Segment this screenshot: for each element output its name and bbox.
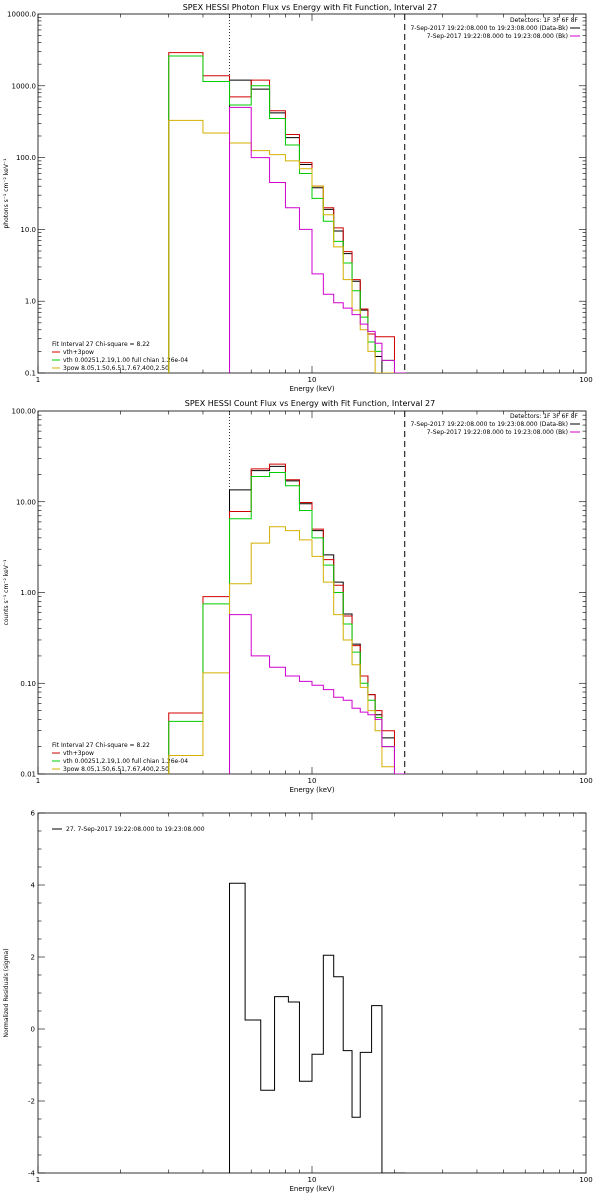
count-flux-panel: SPEX HESSI Count Flux vs Energy with Fit…	[3, 399, 593, 794]
photon-flux-title: SPEX HESSI Photon Flux vs Energy with Fi…	[183, 3, 438, 12]
background-interval: 7-Sep-2017 19:22:08.000 to 19:23:08.000 …	[427, 33, 568, 40]
photon-flux-series-4-step-line	[229, 106, 406, 373]
photon-flux-legend: Fit Interval 27 Chi-square = 8.22 vth+3p…	[52, 341, 188, 372]
photon-flux-y-tick-label: 1.0	[25, 298, 36, 306]
photon-flux-x-tick-label: 100	[579, 376, 592, 384]
count-flux-y-tick-label: 100.00	[12, 408, 37, 416]
count-flux-y-axis-label: counts s⁻¹ cm⁻² keV⁻¹	[3, 559, 10, 625]
count-flux-y-tick-label: 1.00	[20, 589, 36, 597]
legend-label-vth3pow: vth+3pow	[63, 349, 94, 356]
count-flux-series-4-step-line	[229, 614, 406, 774]
residuals-y-tick-label: 0	[31, 1026, 35, 1034]
count-flux-x-tick-label: 1	[36, 777, 40, 785]
photon-flux-info-box: Detectors: 1F 3F 6F 8F 7-Sep-2017 19:22:…	[410, 17, 580, 40]
residuals-legend: 27. 7-Sep-2017 19:22:08.000 to 19:23:08.…	[52, 826, 205, 833]
fit-info: Fit Interval 27 Chi-square = 8.22	[52, 742, 150, 749]
background-interval: 7-Sep-2017 19:22:08.000 to 19:23:08.000 …	[427, 429, 568, 436]
residuals-panel: 27. 7-Sep-2017 19:22:08.000 to 19:23:08.…	[3, 810, 593, 1194]
count-flux-legend: Fit Interval 27 Chi-square = 8.22 vth+3p…	[52, 742, 188, 773]
legend-label-3pow: 3pow 8.05,1.50,6.51,7.67,400,2.50	[63, 365, 169, 372]
legend-label-3pow: 3pow 8.05,1.50,6.51,7.67,400,2.50	[63, 766, 169, 773]
residuals-x-tick-label: 10	[308, 1176, 317, 1184]
residuals-y-tick-label: -4	[28, 1170, 36, 1178]
residuals-legend-label: 27. 7-Sep-2017 19:22:08.000 to 19:23:08.…	[66, 826, 205, 833]
photon-flux-y-tick-label: 100.0	[16, 154, 36, 162]
photon-flux-x-axis-label: Energy (keV)	[289, 385, 334, 393]
count-flux-y-tick-label: 10.00	[16, 498, 36, 506]
legend-label-vth3pow: vth+3pow	[63, 750, 94, 757]
count-flux-x-tick-label: 100	[579, 777, 592, 785]
residuals-series-0-step-line	[229, 882, 406, 1173]
photon-flux-y-tick-label: 1000.0	[12, 82, 37, 90]
residuals-x-tick-label: 100	[579, 1176, 592, 1184]
photon-flux-data	[168, 14, 406, 373]
data-minus-bk-interval: 7-Sep-2017 19:22:08.000 to 19:23:08.000 …	[410, 421, 568, 428]
fit-info: Fit Interval 27 Chi-square = 8.22	[52, 341, 150, 348]
residuals-y-tick-label: 4	[31, 882, 36, 890]
residuals-x-axis-label: Energy (keV)	[289, 1185, 334, 1193]
detectors-label: Detectors: 1F 3F 6F 8F	[510, 17, 579, 24]
count-flux-data	[168, 411, 406, 774]
photon-flux-panel: SPEX HESSI Photon Flux vs Energy with Fi…	[3, 3, 593, 393]
photon-flux-y-tick-label: 10000.0	[7, 11, 36, 19]
count-flux-info-box: Detectors: 1F 3F 6F 8F 7-Sep-2017 19:22:…	[410, 413, 580, 436]
residuals-x-tick-label: 1	[36, 1176, 40, 1184]
photon-flux-y-tick-label: 0.1	[25, 370, 36, 378]
photon-flux-y-tick-label: 10.0	[20, 226, 36, 234]
legend-label-vth: vth 0.00251,2.19,1.00 full chian 1.26e-0…	[63, 758, 188, 765]
data-minus-bk-interval: 7-Sep-2017 19:22:08.000 to 19:23:08.000 …	[410, 25, 568, 32]
count-flux-y-tick-label: 0.10	[20, 680, 36, 688]
photon-flux-series-3-step-line	[168, 119, 406, 373]
count-flux-x-tick-label: 10	[308, 777, 317, 785]
residuals-y-tick-label: 2	[31, 954, 35, 962]
count-flux-y-tick-label: 0.01	[20, 771, 36, 779]
photon-flux-series-2-step-line	[168, 55, 406, 373]
residuals-y-tick-label: 6	[31, 810, 36, 818]
detectors-label: Detectors: 1F 3F 6F 8F	[510, 413, 579, 420]
residuals-data	[229, 882, 406, 1173]
legend-label-vth: vth 0.00251,2.19,1.00 full chian 1.26e-0…	[63, 357, 188, 364]
photon-flux-x-tick-label: 1	[36, 376, 40, 384]
photon-flux-x-tick-label: 10	[308, 376, 317, 384]
residuals-y-axis-label: Normalized Residuals (sigma)	[3, 948, 10, 1037]
count-flux-x-axis-label: Energy (keV)	[289, 786, 334, 794]
photon-flux-y-axis-label: photons s⁻¹ cm⁻² keV⁻¹	[3, 158, 10, 229]
count-flux-title: SPEX HESSI Count Flux vs Energy with Fit…	[185, 399, 436, 408]
residuals-y-tick-label: -2	[28, 1098, 35, 1106]
